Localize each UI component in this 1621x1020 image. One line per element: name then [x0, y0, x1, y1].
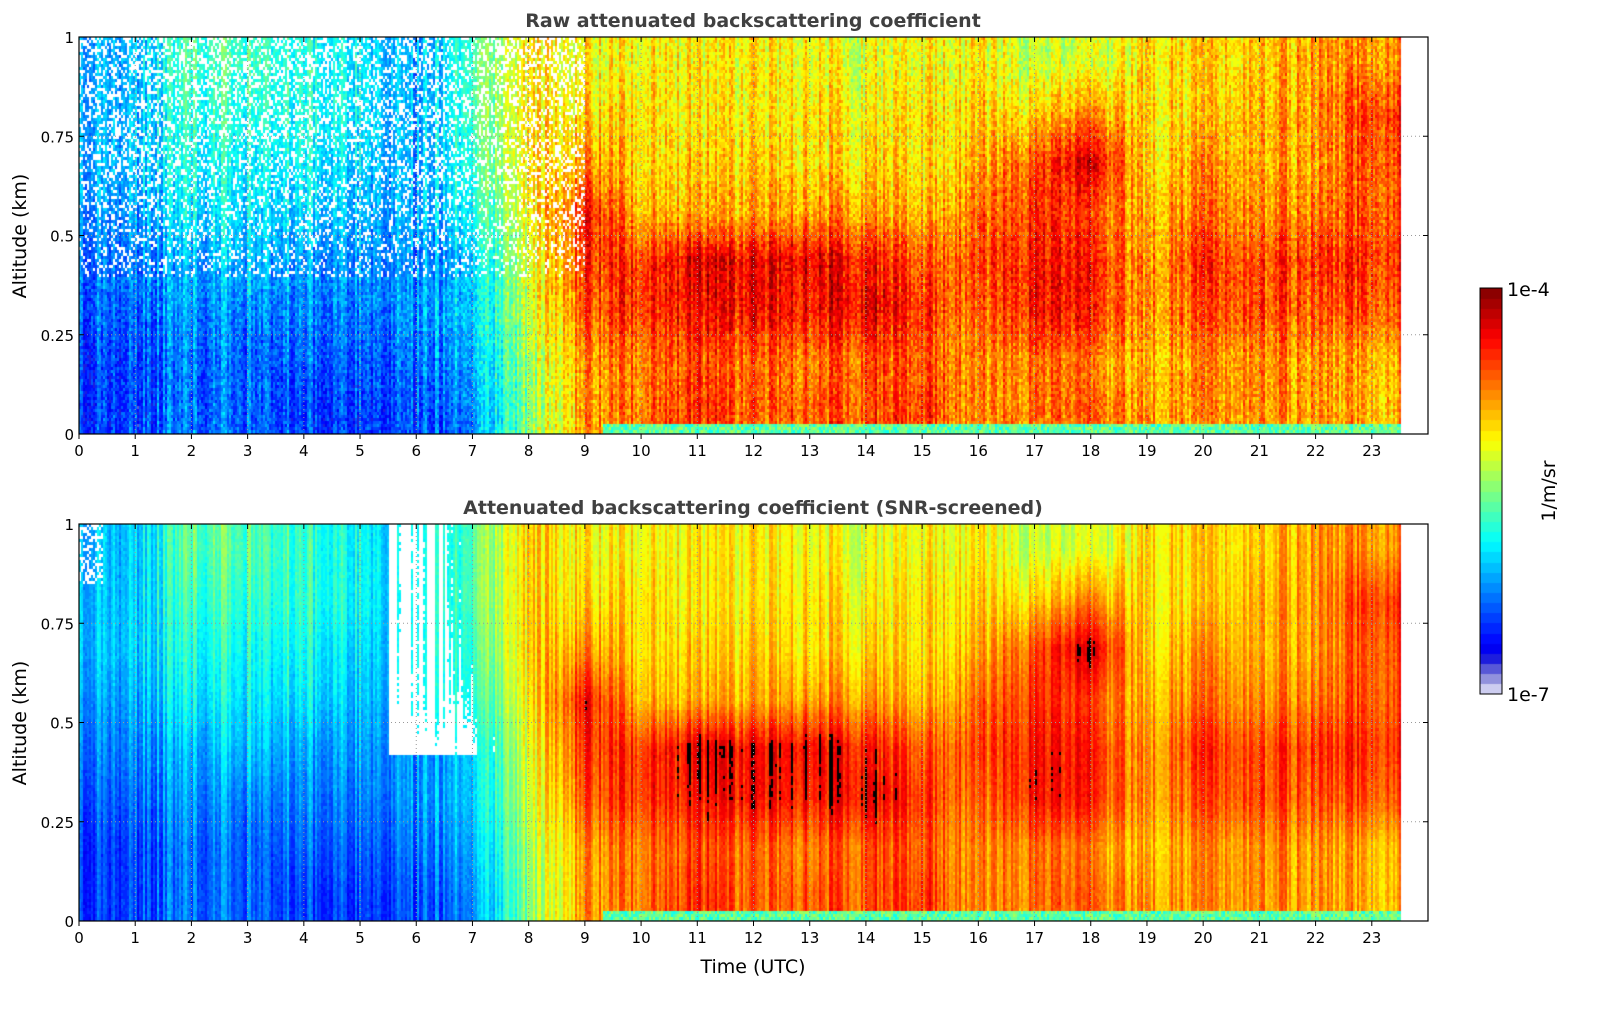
- x-tick-label: 3: [243, 929, 253, 947]
- colorbar: [1480, 288, 1502, 694]
- x-tick-label: 2: [187, 929, 197, 947]
- x-tick-label: 7: [468, 929, 478, 947]
- x-tick-label: 8: [524, 442, 534, 460]
- x-tick-label: 15: [913, 442, 932, 460]
- x-tick-label: 21: [1250, 442, 1269, 460]
- x-tick-label: 14: [856, 442, 875, 460]
- y-tick-label: 0.5: [50, 228, 74, 246]
- y-tick-label: 1: [64, 29, 74, 47]
- y-tick-label: 0.75: [41, 615, 74, 633]
- x-tick-label: 23: [1362, 442, 1381, 460]
- x-tick-label: 6: [411, 929, 421, 947]
- x-tick-label: 10: [632, 929, 651, 947]
- x-tick-label: 3: [243, 442, 253, 460]
- y-tick-label: 1: [64, 516, 74, 534]
- y-tick-label: 0.5: [50, 715, 74, 733]
- x-tick-label: 19: [1137, 929, 1156, 947]
- x-tick-label: 12: [744, 929, 763, 947]
- x-tick-label: 16: [969, 442, 988, 460]
- x-tick-label: 23: [1362, 929, 1381, 947]
- x-tick-label: 4: [299, 929, 309, 947]
- x-tick-label: 10: [632, 442, 651, 460]
- x-tick-label: 9: [580, 442, 590, 460]
- x-tick-label: 5: [355, 929, 365, 947]
- x-tick-label: 19: [1137, 442, 1156, 460]
- x-tick-label: 1: [130, 929, 140, 947]
- x-tick-label: 2: [187, 442, 197, 460]
- x-tick-label: 12: [744, 442, 763, 460]
- x-tick-label: 0: [74, 442, 84, 460]
- ylabel-raw: Altitude (km): [9, 174, 31, 299]
- x-tick-label: 11: [688, 929, 707, 947]
- x-tick-label: 4: [299, 442, 309, 460]
- x-tick-label: 21: [1250, 929, 1269, 947]
- x-tick-label: 6: [411, 442, 421, 460]
- title-raw: Raw attenuated backscattering coefficien…: [525, 10, 981, 32]
- x-tick-label: 15: [913, 929, 932, 947]
- y-tick-label: 0.25: [41, 327, 74, 345]
- colorbar-units-label: 1/m/sr: [1538, 460, 1560, 521]
- colorbar-max-label: 1e-4: [1507, 279, 1550, 301]
- x-tick-label: 0: [74, 929, 84, 947]
- x-tick-label: 17: [1025, 442, 1044, 460]
- x-tick-label: 9: [580, 929, 590, 947]
- x-tick-label: 14: [856, 929, 875, 947]
- colorbar-min-label: 1e-7: [1507, 684, 1550, 706]
- x-tick-label: 1: [130, 442, 140, 460]
- y-tick-label: 0: [64, 426, 74, 444]
- x-tick-label: 18: [1081, 442, 1100, 460]
- x-tick-label: 11: [688, 442, 707, 460]
- x-tick-label: 22: [1306, 929, 1325, 947]
- x-tick-label: 20: [1194, 442, 1213, 460]
- colorbar-frame: [1479, 287, 1503, 695]
- y-tick-label: 0.75: [41, 128, 74, 146]
- x-tick-label: 8: [524, 929, 534, 947]
- x-tick-label: 5: [355, 442, 365, 460]
- x-tick-label: 13: [800, 929, 819, 947]
- plot-frame: [78, 523, 1429, 922]
- xlabel-time: Time (UTC): [699, 956, 805, 978]
- x-tick-label: 18: [1081, 929, 1100, 947]
- x-tick-label: 22: [1306, 442, 1325, 460]
- x-tick-label: 17: [1025, 929, 1044, 947]
- y-tick-label: 0.25: [41, 814, 74, 832]
- x-tick-label: 7: [468, 442, 478, 460]
- x-tick-label: 13: [800, 442, 819, 460]
- x-tick-label: 20: [1194, 929, 1213, 947]
- y-tick-label: 0: [64, 913, 74, 931]
- plot-frame: [78, 36, 1429, 435]
- ylabel-screened: Altitude (km): [9, 661, 31, 786]
- title-screened: Attenuated backscattering coefficient (S…: [463, 497, 1043, 519]
- x-tick-label: 16: [969, 929, 988, 947]
